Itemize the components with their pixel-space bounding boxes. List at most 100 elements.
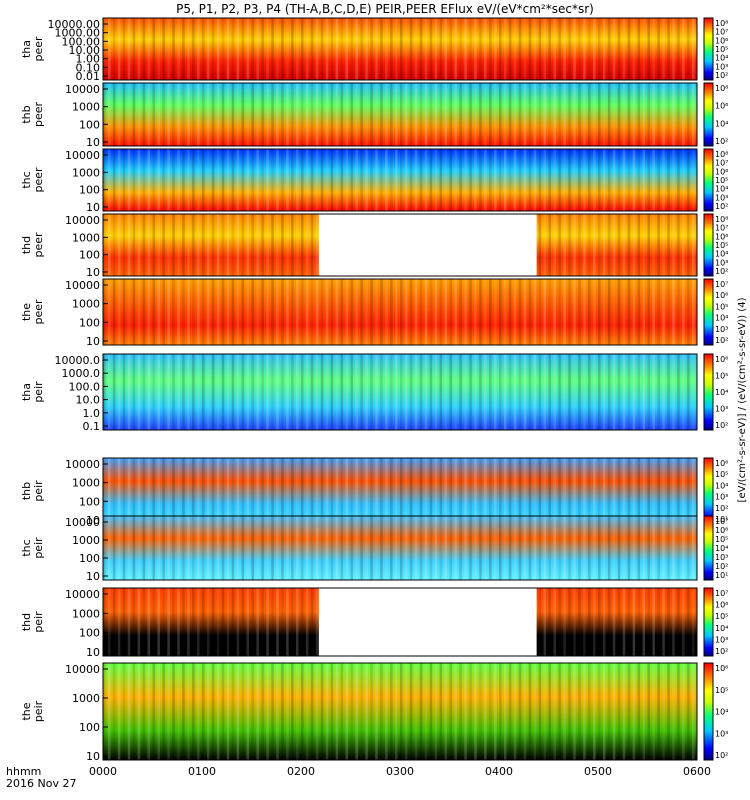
thc-peer-ytick-label: 1000 xyxy=(72,166,100,179)
thc-peir-streak xyxy=(662,516,665,580)
thc-peer-streak xyxy=(602,149,606,211)
tha-peer-streak xyxy=(622,18,626,80)
thd-peer-streak xyxy=(107,214,111,276)
thb-peir-colorbar-tick: 10⁵ xyxy=(715,470,728,479)
thb-peer-streak xyxy=(335,83,339,146)
tha-peer-streak xyxy=(489,18,492,80)
thd-peir-ytick-label: 10000 xyxy=(65,588,100,601)
thd-peir-streak xyxy=(677,588,680,656)
tha-peir-streak xyxy=(682,354,685,430)
thb-peir-streak xyxy=(112,458,116,524)
tha-peer-streak xyxy=(395,18,398,80)
tha-peer-streak xyxy=(459,18,462,80)
thb-peer-streak xyxy=(107,83,111,146)
thc-peer-streak xyxy=(578,149,581,211)
thd-peir-streak xyxy=(662,588,665,656)
thb-peir-streak xyxy=(692,458,695,524)
thb-peir-spectrogram xyxy=(103,458,697,524)
the-peir-streak xyxy=(578,663,581,760)
thc-peir-streak xyxy=(687,516,690,580)
thb-peer-colorbar-tick: 10⁶ xyxy=(715,102,728,111)
thc-peer-streak xyxy=(177,149,180,211)
time-axis-date: 2016 Nov 27 xyxy=(6,777,76,790)
the-peir-streak xyxy=(206,663,210,760)
thd-peir-streak xyxy=(305,588,309,656)
tha-peir-streak xyxy=(167,354,170,430)
thc-peer-colorbar xyxy=(703,148,714,212)
thc-peir-streak xyxy=(400,516,403,580)
thb-peir-streak xyxy=(400,458,403,524)
tha-peir-frame xyxy=(102,353,698,431)
thc-peer-streak xyxy=(385,149,388,211)
thd-peir-streak xyxy=(241,588,245,656)
tha-peir-streak xyxy=(127,354,131,430)
the-peer-streak xyxy=(236,279,240,345)
the-peer-streak xyxy=(380,279,383,345)
thb-peir-streak xyxy=(444,458,448,524)
thc-peer-streak xyxy=(583,149,586,211)
thc-peer-ytick-label: 100 xyxy=(79,184,100,197)
thd-peer-streak xyxy=(573,214,576,276)
thc-peir-streak xyxy=(246,516,250,580)
the-peir-streak xyxy=(667,663,670,760)
thc-peer-streak xyxy=(325,149,329,211)
thb-peer-streak xyxy=(157,83,160,146)
thc-peir-streak xyxy=(251,516,254,580)
thd-peir-streak xyxy=(667,588,670,656)
tha-peir-streak xyxy=(291,354,294,430)
thc-peir-streak xyxy=(330,516,334,580)
the-peer-streak xyxy=(568,279,571,345)
thd-peer-streak xyxy=(286,214,289,276)
thc-peer-streak xyxy=(593,149,596,211)
thc-peer-streak xyxy=(335,149,339,211)
the-peir-streak xyxy=(117,663,121,760)
tha-peer-streak xyxy=(142,18,146,80)
tha-peer-streak xyxy=(216,18,220,80)
tha-peir-streak xyxy=(251,354,254,430)
thb-peir-streak xyxy=(251,458,254,524)
thb-peer-streak xyxy=(103,83,106,146)
thb-peir-streak xyxy=(206,458,210,524)
thb-peer-streak xyxy=(320,83,324,146)
thd-peer-streak xyxy=(598,214,601,276)
thb-peer-streak xyxy=(221,83,225,146)
thc-peer-streak xyxy=(370,149,373,211)
tha-peir-streak xyxy=(414,354,418,430)
the-peer-streak xyxy=(117,279,121,345)
thb-peir-streak xyxy=(182,458,185,524)
tha-peir-streak xyxy=(177,354,180,430)
the-peer-spectrogram xyxy=(103,279,697,345)
thc-peir-streak xyxy=(177,516,180,580)
the-peer-streak xyxy=(494,279,497,345)
thb-peer-streak xyxy=(558,83,561,146)
thb-peir-streak xyxy=(211,458,215,524)
thc-peir-streak xyxy=(499,516,502,580)
tha-peer-streak xyxy=(667,18,670,80)
thb-peer-streak xyxy=(627,83,631,146)
thc-peir-streak xyxy=(414,516,418,580)
the-peir-streak xyxy=(563,663,566,760)
the-peer-streak xyxy=(192,279,195,345)
thc-peir-ylabel: thc xyxy=(20,539,33,556)
thb-peer-streak xyxy=(117,83,121,146)
tha-peer-streak xyxy=(112,18,116,80)
the-peir-streak xyxy=(513,663,517,760)
the-peer-streak xyxy=(667,279,670,345)
the-peer-streak xyxy=(439,279,443,345)
the-peir-streak xyxy=(568,663,571,760)
thd-peir-data-gap xyxy=(318,588,537,656)
tha-peir-streak xyxy=(345,354,349,430)
the-peir-streak xyxy=(251,663,254,760)
tha-peer-streak xyxy=(365,18,368,80)
the-peir-streak xyxy=(612,663,616,760)
thc-peer-streak xyxy=(320,149,324,211)
tha-peer-streak xyxy=(246,18,250,80)
tha-peir-streak xyxy=(637,354,641,430)
tha-peer-streak xyxy=(439,18,443,80)
thd-peir-streak xyxy=(301,588,304,656)
tha-peer-ylabel: peer xyxy=(32,36,45,62)
thc-peir-streak xyxy=(682,516,685,580)
thb-peir-streak xyxy=(335,458,339,524)
tha-peir-streak xyxy=(538,354,542,430)
